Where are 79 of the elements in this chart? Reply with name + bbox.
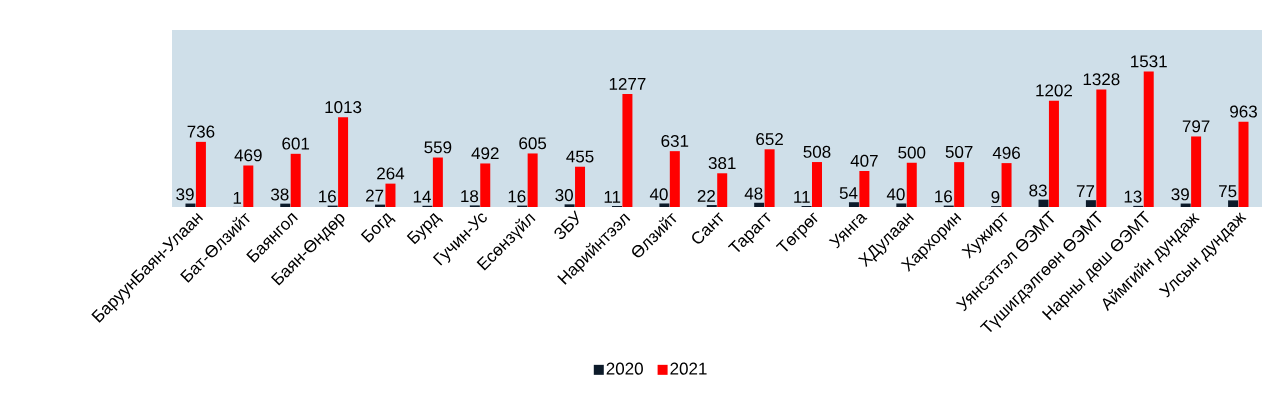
data-label: 652 xyxy=(756,133,783,146)
bar xyxy=(954,162,965,207)
bar xyxy=(906,162,917,207)
data-label: 48 xyxy=(744,187,763,200)
bar xyxy=(1085,200,1096,207)
data-label: 736 xyxy=(187,125,215,138)
data-label: 75 xyxy=(1219,185,1237,198)
bar xyxy=(717,173,728,207)
data-label: 54 xyxy=(839,187,858,200)
bar xyxy=(1228,200,1239,207)
bar xyxy=(1096,89,1107,207)
bar xyxy=(896,203,907,207)
data-label: 13 xyxy=(1124,190,1142,203)
bar xyxy=(1038,199,1049,207)
bar xyxy=(564,204,575,207)
data-label: 496 xyxy=(992,146,1020,159)
data-label: 601 xyxy=(282,137,310,150)
bar xyxy=(243,165,254,207)
legend-label: 2020 xyxy=(606,362,643,375)
data-label: 11 xyxy=(604,191,621,203)
data-label: 40 xyxy=(649,188,668,201)
data-label: 39 xyxy=(1171,188,1189,201)
data-label: 1328 xyxy=(1083,73,1120,86)
data-label: 605 xyxy=(519,137,547,150)
bar xyxy=(290,153,301,207)
data-label: 492 xyxy=(471,147,499,160)
bar xyxy=(859,170,870,207)
bar xyxy=(811,162,822,207)
data-label: 500 xyxy=(898,146,926,159)
data-label: 797 xyxy=(1182,120,1210,133)
legend-label: 2021 xyxy=(670,362,707,375)
data-label: 39 xyxy=(176,188,194,201)
bar xyxy=(432,157,443,207)
bar xyxy=(659,203,670,207)
bar xyxy=(385,183,396,207)
bar xyxy=(848,202,859,207)
bar xyxy=(1143,71,1154,207)
bar xyxy=(338,117,349,207)
data-label: 963 xyxy=(1230,105,1257,118)
data-label: 264 xyxy=(377,167,405,180)
bar xyxy=(1191,136,1202,207)
data-label: 455 xyxy=(566,150,594,163)
data-label: 27 xyxy=(366,189,384,202)
data-label: 507 xyxy=(945,145,973,158)
bar xyxy=(1048,100,1059,207)
data-label: 1531 xyxy=(1131,55,1167,68)
data-label: 77 xyxy=(1076,185,1095,197)
bar xyxy=(669,151,680,207)
bar xyxy=(1238,121,1249,207)
data-label: 83 xyxy=(1029,184,1047,197)
data-label: 38 xyxy=(271,188,289,201)
data-label: 1277 xyxy=(609,77,646,90)
data-label: 16 xyxy=(319,190,336,203)
data-label: 407 xyxy=(850,154,878,167)
data-label: 22 xyxy=(697,189,715,202)
data-label: 381 xyxy=(708,157,736,170)
data-label: 508 xyxy=(803,145,831,158)
data-label: 16 xyxy=(935,190,952,203)
data-label: 11 xyxy=(794,191,810,203)
data-label: 14 xyxy=(413,190,431,203)
data-label: 559 xyxy=(424,141,452,154)
bar xyxy=(575,166,586,207)
data-label: 18 xyxy=(461,190,479,203)
bar xyxy=(480,163,491,207)
bar xyxy=(754,202,765,207)
data-label: 1013 xyxy=(325,101,362,114)
data-label: 469 xyxy=(234,149,262,162)
bar xyxy=(764,149,775,207)
data-label: 40 xyxy=(886,188,905,201)
bar xyxy=(527,153,538,207)
data-label: 9 xyxy=(991,190,1000,204)
data-label: 631 xyxy=(661,134,689,147)
data-label: 1 xyxy=(233,192,242,204)
bar xyxy=(1001,163,1012,207)
data-label: 30 xyxy=(555,189,573,202)
data-label: 1202 xyxy=(1036,84,1072,97)
bar xyxy=(622,93,633,207)
bar xyxy=(195,141,206,207)
data-label: 16 xyxy=(508,190,526,203)
